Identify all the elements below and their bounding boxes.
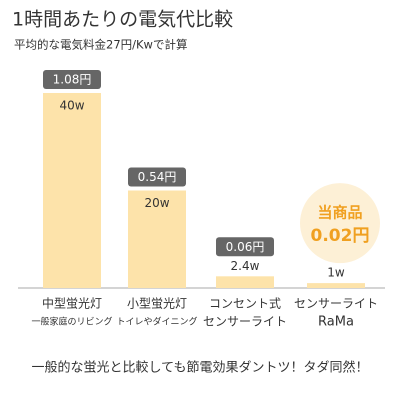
value-label: 40w — [59, 99, 84, 113]
x-tick-label: 小型蛍光灯 — [127, 297, 187, 311]
x-tick-label: コンセント式 — [209, 297, 281, 311]
value-label: 2.4w — [231, 259, 260, 273]
cost-box — [216, 237, 274, 257]
footer: 一般的な蛍光と比較しても節電効果ダントツ！タダ同然！ — [32, 360, 369, 376]
x-tick-sublabel: RaMa — [318, 315, 354, 330]
cost-label: 1.08円 — [53, 73, 92, 87]
x-tick-label: 中型蛍光灯 — [42, 296, 102, 311]
bar — [43, 93, 101, 288]
bar — [216, 276, 274, 288]
cost-label: 0.54円 — [138, 170, 177, 184]
cost-box — [43, 70, 101, 89]
cost-label: 0.06円 — [226, 240, 265, 254]
value-label: 1w — [327, 266, 345, 280]
highlight-label: 当商品 — [317, 204, 362, 222]
cost-box — [128, 167, 186, 187]
bar — [307, 283, 365, 288]
bar — [128, 190, 186, 288]
x-tick-sublabel: センサーライト — [203, 315, 287, 329]
chart-title: 1時間あたりの電気代比較 — [12, 9, 233, 31]
chart-subtitle: 平均的な電気料金27円/Kwで計算 — [14, 38, 187, 52]
x-tick-label: センサーライト — [294, 297, 378, 311]
x-tick-sublabel: トイレやダイニング — [116, 316, 197, 328]
highlight-circle — [300, 183, 380, 264]
highlight-cost: 0.02円 — [311, 226, 370, 246]
value-label: 20w — [144, 196, 169, 210]
x-tick-sublabel: 一般家庭のリビング — [31, 316, 112, 328]
